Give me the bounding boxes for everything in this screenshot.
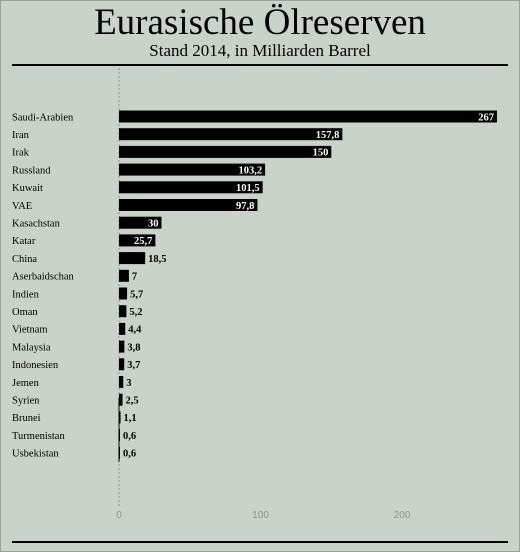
bar bbox=[119, 234, 156, 247]
value-label: 5,2 bbox=[129, 307, 142, 318]
bar bbox=[119, 322, 126, 335]
chart-subtitle: Stand 2014, in Milliarden Barrel bbox=[149, 41, 371, 60]
bar bbox=[119, 411, 121, 424]
value-label: 0,6 bbox=[123, 449, 136, 460]
x-tick-label: 0 bbox=[116, 510, 122, 521]
category-label: Brunei bbox=[12, 413, 41, 424]
category-label: Katar bbox=[12, 236, 36, 247]
category-label: Saudi-Arabien bbox=[12, 112, 74, 123]
bar bbox=[119, 305, 127, 318]
category-label: Vietnam bbox=[12, 325, 48, 336]
category-label: Iran bbox=[12, 130, 30, 141]
x-tick-label: 100 bbox=[252, 510, 269, 521]
category-label: Turmenistan bbox=[12, 431, 65, 442]
category-label: Indonesien bbox=[12, 360, 59, 371]
chart-title: Eurasische Ölreserven bbox=[94, 2, 426, 43]
category-label: Malaysia bbox=[12, 342, 51, 353]
category-label: Irak bbox=[12, 148, 30, 159]
category-label: Kasachstan bbox=[12, 219, 61, 230]
category-label: Kuwait bbox=[12, 183, 43, 194]
x-tick-label: 200 bbox=[394, 510, 411, 521]
value-label: 4,4 bbox=[128, 325, 142, 336]
value-label: 3 bbox=[126, 378, 131, 389]
bar bbox=[119, 269, 129, 282]
category-label: Indien bbox=[12, 289, 40, 300]
bar bbox=[119, 340, 125, 353]
bottom-rule bbox=[12, 541, 508, 543]
top-rule bbox=[12, 64, 508, 66]
bar bbox=[119, 110, 497, 123]
bar bbox=[119, 181, 263, 194]
bar bbox=[119, 446, 120, 459]
bar bbox=[119, 287, 128, 300]
value-label: 97,8 bbox=[236, 201, 254, 212]
category-label: VAE bbox=[12, 201, 32, 212]
value-label: 3,7 bbox=[127, 360, 140, 371]
bar bbox=[119, 376, 124, 388]
category-label: Syrien bbox=[12, 396, 40, 407]
bar bbox=[119, 145, 332, 158]
bar bbox=[119, 163, 266, 176]
value-label: 7 bbox=[132, 272, 137, 283]
value-label: 150 bbox=[313, 148, 329, 159]
value-label: 5,7 bbox=[130, 289, 143, 300]
value-label: 30 bbox=[148, 219, 159, 230]
category-label: China bbox=[12, 254, 37, 265]
category-label: Oman bbox=[12, 307, 38, 318]
bar bbox=[119, 252, 146, 265]
category-label: Aserbaidschan bbox=[12, 272, 75, 283]
value-label: 0,6 bbox=[123, 431, 136, 442]
category-label: Jemen bbox=[12, 378, 40, 389]
category-label: Usbekistan bbox=[12, 449, 59, 460]
value-label: 267 bbox=[478, 112, 494, 123]
value-label: 1,1 bbox=[124, 413, 137, 424]
value-label: 2,5 bbox=[126, 396, 139, 407]
value-label: 25,7 bbox=[134, 236, 152, 247]
value-label: 101,5 bbox=[236, 183, 260, 194]
value-label: 157,8 bbox=[316, 130, 340, 141]
bar bbox=[119, 429, 120, 442]
bar bbox=[119, 216, 162, 229]
bar bbox=[119, 358, 125, 371]
value-label: 103,2 bbox=[238, 165, 262, 176]
value-label: 3,8 bbox=[127, 342, 140, 353]
bar bbox=[119, 393, 123, 406]
bar bbox=[119, 199, 258, 211]
value-label: 18,5 bbox=[148, 254, 166, 265]
bar bbox=[119, 128, 343, 141]
category-label: Russland bbox=[12, 165, 51, 176]
